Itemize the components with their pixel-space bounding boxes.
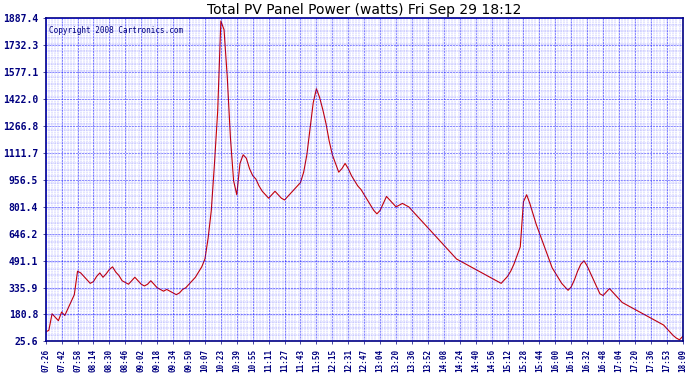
Text: Copyright 2008 Cartronics.com: Copyright 2008 Cartronics.com [49,26,183,35]
Title: Total PV Panel Power (watts) Fri Sep 29 18:12: Total PV Panel Power (watts) Fri Sep 29 … [207,3,522,17]
